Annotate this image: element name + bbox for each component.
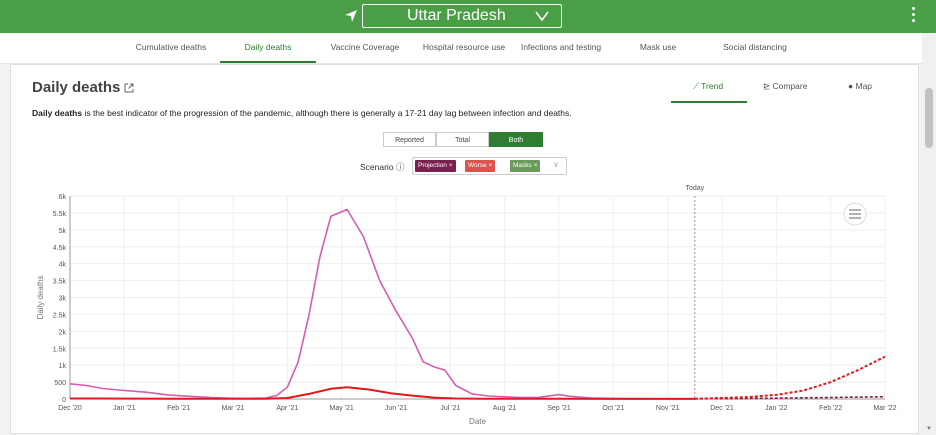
x-tick-label: Jan '22: [765, 405, 787, 412]
x-tick-label: Jan '21: [113, 405, 135, 412]
compare-icon: ⊵: [763, 81, 773, 91]
view-tab-compare-label: Compare: [772, 81, 808, 91]
x-tick-label: Dec '21: [710, 405, 734, 412]
y-tick-label: 500: [54, 380, 66, 387]
chip-worse[interactable]: Worse ×: [465, 160, 496, 172]
view-tab-map[interactable]: ● Map: [848, 81, 872, 91]
description-text: is the best indicator of the progression…: [82, 108, 572, 118]
x-tick-label: Aug '21: [493, 405, 517, 412]
view-tab-trend-label: Trend: [701, 81, 724, 91]
active-view-underline: [671, 101, 747, 103]
chip-worse-label: Worse: [468, 162, 487, 169]
y-tick-label: 5.5k: [53, 211, 67, 218]
kebab-menu-icon[interactable]: [908, 7, 918, 27]
trend-icon: ⟋: [693, 81, 702, 91]
y-tick-label: 4k: [59, 262, 67, 269]
today-label: Today: [685, 185, 704, 192]
view-tab-compare[interactable]: ⊵ Compare: [763, 81, 807, 92]
tab-hospital-resource-use[interactable]: Hospital resource use: [422, 42, 506, 52]
y-tick-label: 2k: [59, 329, 67, 336]
scroll-down-icon[interactable]: ▼: [926, 426, 932, 432]
chip-masks[interactable]: Masks ×: [510, 160, 541, 172]
x-tick-label: Oct '21: [602, 405, 624, 412]
scenario-select[interactable]: Projection × Worse × Masks × ∨: [412, 157, 567, 175]
description-bold: Daily deaths: [32, 108, 83, 118]
tab-infections-testing[interactable]: Infections and testing: [520, 42, 602, 52]
tab-cumulative-deaths[interactable]: Cumulative deaths: [135, 42, 207, 52]
chip-projection-label: Projection: [418, 162, 447, 169]
x-tick-label: Feb '21: [167, 405, 190, 412]
section-nav: Cumulative deaths Daily deaths Vaccine C…: [0, 33, 922, 64]
globe-icon: ●: [848, 81, 856, 91]
y-tick-label: 0: [62, 397, 66, 404]
x-tick-label: Jun '21: [385, 405, 407, 412]
y-tick-label: 6k: [59, 194, 67, 201]
y-tick-label: 3.5k: [53, 279, 67, 286]
description: Daily deaths is the best indicator of th…: [32, 108, 572, 118]
x-tick-label: Apr '21: [276, 405, 298, 412]
tab-mask-use[interactable]: Mask use: [639, 42, 677, 52]
x-tick-label: May '21: [330, 405, 354, 412]
x-tick-label: Mar '21: [221, 405, 244, 412]
location-arrow-icon[interactable]: [343, 8, 359, 24]
tab-social-distancing[interactable]: Social distancing: [723, 42, 787, 52]
tab-vaccine-coverage[interactable]: Vaccine Coverage: [330, 42, 400, 52]
chevron-down-icon: [535, 11, 549, 22]
scenario-label-text: Scenario: [360, 162, 394, 172]
top-bar: Uttar Pradesh: [0, 0, 936, 33]
series-line-total: [69, 208, 695, 400]
x-tick-label: Jul '21: [440, 405, 460, 412]
y-tick-label: 1k: [59, 363, 67, 370]
page-title: Daily deaths: [32, 79, 121, 96]
x-tick-label: Mar '22: [873, 405, 896, 412]
daily-deaths-card: Daily deaths ⟋ Trend ⊵ Compare ● Map Dai…: [10, 64, 919, 434]
state-select-label: Uttar Pradesh: [407, 7, 506, 24]
x-tick-label: Feb '22: [819, 405, 842, 412]
chip-masks-label: Masks: [513, 162, 532, 169]
y-axis-label: Daily deaths: [36, 275, 45, 319]
daily-deaths-chart: 0 500 1k 1.5k 2k 2.5k 3k 3.5k 4k 4.5k 5k 5.5k 6k Dec …: [36, 185, 897, 426]
x-axis-label: Date: [469, 417, 486, 426]
page-scrollbar[interactable]: ▼: [922, 33, 936, 434]
toggle-reported[interactable]: Reported: [383, 132, 436, 147]
scenario-dropdown-icon[interactable]: ∨: [553, 160, 559, 169]
series-line-worse: [694, 355, 886, 400]
view-tab-trend[interactable]: ⟋ Trend: [693, 81, 723, 92]
tab-daily-deaths[interactable]: Daily deaths: [220, 33, 316, 63]
external-link-icon[interactable]: [124, 83, 134, 93]
info-icon[interactable]: ⓘ: [395, 162, 405, 172]
x-tick-label: Dec '20: [58, 405, 82, 412]
y-tick-label: 1.5k: [53, 346, 67, 353]
toggle-both[interactable]: Both: [489, 132, 543, 147]
y-tick-label: 5k: [59, 228, 67, 235]
view-tab-map-label: Map: [855, 81, 873, 91]
state-select[interactable]: Uttar Pradesh: [362, 4, 562, 28]
scenario-label: Scenario ⓘ: [360, 161, 404, 173]
x-tick-label: Nov '21: [656, 405, 680, 412]
x-tick-label: Sep '21: [547, 405, 571, 412]
y-tick-label: 3k: [59, 296, 67, 303]
series-line-reported: [70, 386, 695, 400]
scrollbar-thumb[interactable]: [925, 88, 933, 148]
y-tick-label: 4.5k: [53, 245, 67, 252]
y-tick-label: 2.5k: [53, 312, 67, 319]
toggle-total[interactable]: Total: [436, 132, 489, 147]
chip-projection[interactable]: Projection ×: [415, 160, 456, 172]
